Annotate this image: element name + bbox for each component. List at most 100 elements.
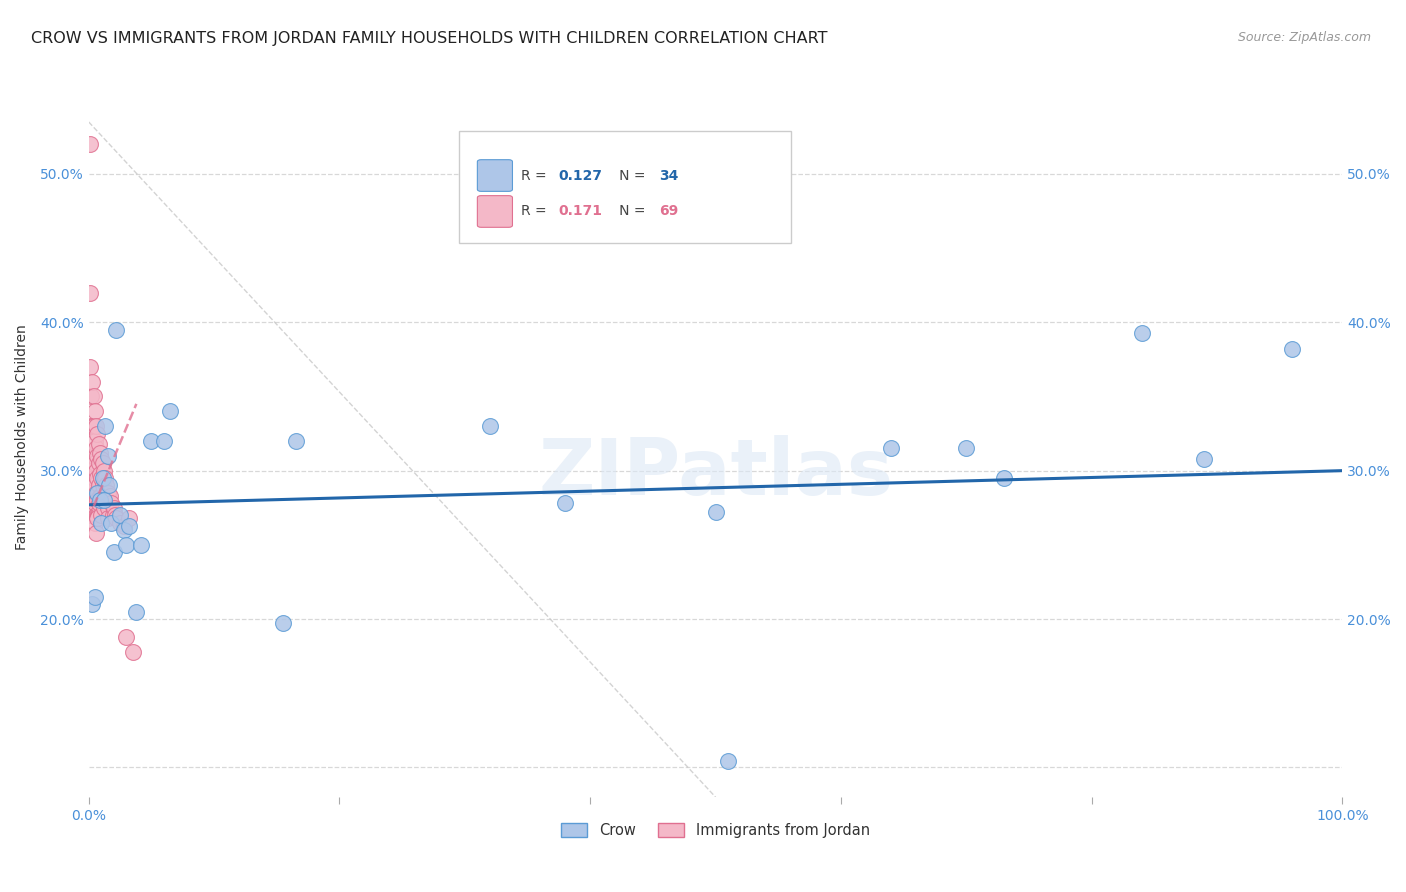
Point <box>271 616 294 631</box>
Point <box>108 516 131 530</box>
Point <box>103 500 125 515</box>
Point <box>98 489 121 503</box>
Text: CROW VS IMMIGRANTS FROM JORDAN FAMILY HOUSEHOLDS WITH CHILDREN CORRELATION CHART: CROW VS IMMIGRANTS FROM JORDAN FAMILY HO… <box>31 31 828 46</box>
Point <box>86 449 108 463</box>
Point <box>118 518 141 533</box>
Point <box>84 508 107 523</box>
Point <box>94 489 117 503</box>
Point <box>103 545 125 559</box>
Point <box>96 478 118 492</box>
Point <box>115 538 138 552</box>
Point <box>284 434 307 448</box>
Point <box>118 511 141 525</box>
Point <box>86 511 108 525</box>
Text: Source: ZipAtlas.com: Source: ZipAtlas.com <box>1237 31 1371 45</box>
Point <box>84 464 107 478</box>
Point <box>80 478 103 492</box>
Point <box>89 489 111 503</box>
Point <box>86 486 108 500</box>
Point <box>112 518 135 533</box>
Point <box>84 486 107 500</box>
Point <box>91 456 114 470</box>
Point <box>84 442 107 456</box>
Point <box>97 478 120 492</box>
Point <box>108 508 131 523</box>
Point <box>115 630 138 644</box>
FancyBboxPatch shape <box>478 160 512 192</box>
Point <box>993 471 1015 485</box>
Point <box>86 471 108 485</box>
Text: N =: N = <box>606 204 651 219</box>
Point <box>86 493 108 508</box>
Point <box>1281 342 1303 356</box>
Point <box>125 605 148 619</box>
Point <box>704 505 727 519</box>
Point <box>84 456 107 470</box>
Text: ZIPatlas: ZIPatlas <box>538 435 893 511</box>
Point <box>131 538 153 552</box>
Point <box>90 489 112 503</box>
Point <box>82 419 104 434</box>
Point <box>84 419 107 434</box>
Point <box>86 426 108 441</box>
Point <box>717 755 740 769</box>
Point <box>100 496 122 510</box>
Point <box>554 496 576 510</box>
Point <box>80 419 103 434</box>
Point <box>80 389 103 403</box>
Point <box>91 478 114 492</box>
Y-axis label: Family Households with Children: Family Households with Children <box>15 325 30 550</box>
Point <box>91 471 114 485</box>
Point <box>94 471 117 485</box>
Point <box>94 419 117 434</box>
Text: 34: 34 <box>659 169 679 183</box>
Text: N =: N = <box>606 169 651 183</box>
Point <box>89 467 111 481</box>
Point <box>79 359 101 374</box>
Point <box>112 523 135 537</box>
Point <box>105 323 128 337</box>
Point <box>80 508 103 523</box>
Point <box>87 437 110 451</box>
Point <box>84 434 107 448</box>
Legend: Crow, Immigrants from Jordan: Crow, Immigrants from Jordan <box>555 817 876 844</box>
Text: 0.171: 0.171 <box>558 204 603 219</box>
Point <box>84 590 107 604</box>
Point <box>153 434 176 448</box>
Point <box>83 449 105 463</box>
Point <box>90 508 112 523</box>
Point <box>1194 451 1216 466</box>
Point <box>880 442 903 456</box>
Point <box>93 493 115 508</box>
Point <box>93 500 115 515</box>
Point <box>104 508 127 523</box>
Point <box>100 516 122 530</box>
Point <box>82 597 104 611</box>
Point <box>79 137 101 152</box>
Point <box>82 375 104 389</box>
Point <box>82 478 104 492</box>
Point <box>79 285 101 300</box>
Point <box>84 404 107 418</box>
Text: R =: R = <box>522 169 551 183</box>
Point <box>84 496 107 510</box>
Point <box>101 508 124 523</box>
Point <box>83 471 105 485</box>
FancyBboxPatch shape <box>458 131 790 243</box>
Point <box>87 478 110 492</box>
Point <box>141 434 163 448</box>
Point <box>478 419 501 434</box>
Point <box>89 446 111 460</box>
Text: 69: 69 <box>659 204 678 219</box>
Point <box>83 419 105 434</box>
Text: 0.127: 0.127 <box>558 169 603 183</box>
Point <box>1130 326 1153 340</box>
Text: R =: R = <box>522 204 551 219</box>
Point <box>105 511 128 525</box>
Point <box>90 516 112 530</box>
Point <box>96 500 118 515</box>
Point <box>96 486 118 500</box>
Point <box>91 496 114 510</box>
Point <box>89 493 111 508</box>
Point <box>87 496 110 510</box>
